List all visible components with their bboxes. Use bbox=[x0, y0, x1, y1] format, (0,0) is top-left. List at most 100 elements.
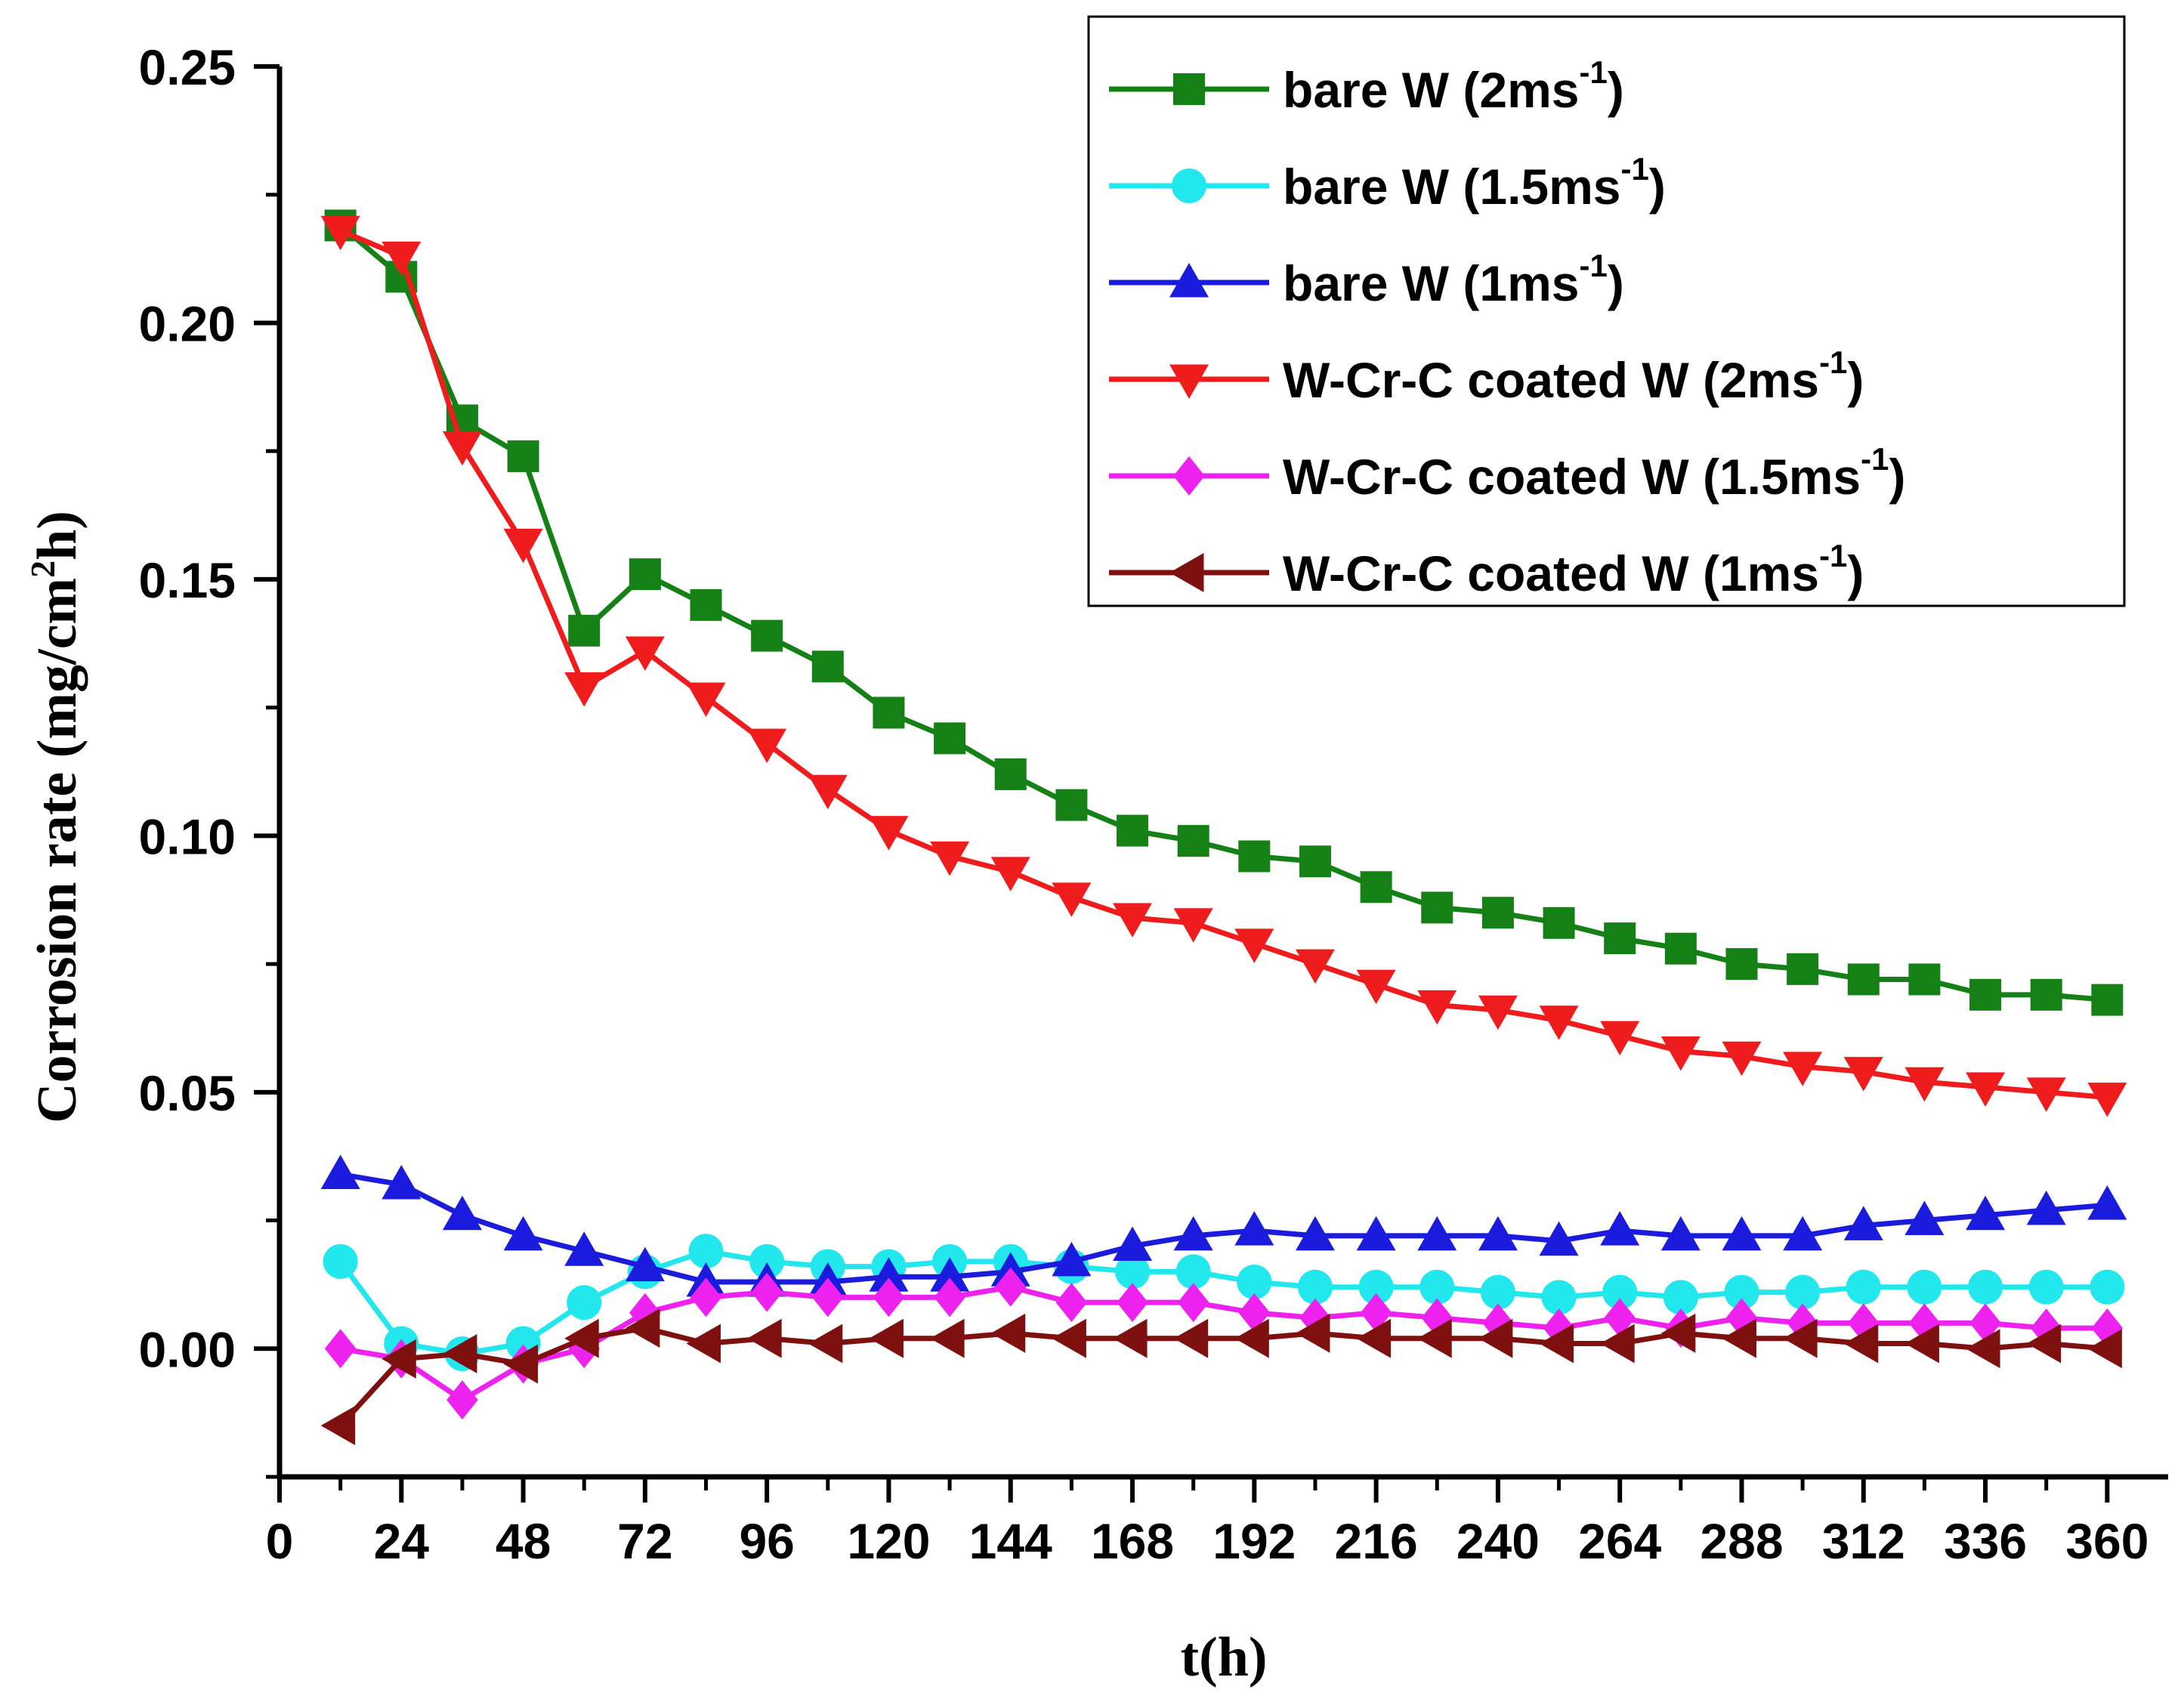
data-point bbox=[1843, 1206, 1883, 1240]
data-point bbox=[2091, 984, 2124, 1016]
x-tick-label: 168 bbox=[1091, 1513, 1174, 1569]
y-axis-title-end: h) bbox=[26, 511, 88, 561]
data-point bbox=[747, 728, 787, 764]
y-tick-label: 0.20 bbox=[139, 295, 236, 351]
x-tick-label: 360 bbox=[2065, 1513, 2148, 1569]
data-point bbox=[1299, 845, 1331, 878]
data-point bbox=[1539, 1221, 1579, 1256]
data-point bbox=[1600, 1324, 1635, 1364]
data-point bbox=[994, 1267, 1027, 1307]
data-point bbox=[1604, 922, 1636, 955]
data-point bbox=[747, 1318, 782, 1358]
data-point bbox=[1234, 928, 1274, 963]
data-point bbox=[1543, 907, 1575, 939]
legend-label-end: ) bbox=[1847, 545, 1864, 601]
legend-label-sup: -1 bbox=[1621, 151, 1649, 187]
data-point bbox=[1052, 1318, 1086, 1358]
x-tick-label: 288 bbox=[1700, 1513, 1783, 1569]
legend-entry-5: W-Cr-C coated W (1.5ms-1) bbox=[1109, 441, 1905, 505]
data-point bbox=[2026, 1324, 2062, 1364]
data-point bbox=[1907, 1269, 1942, 1305]
legend: bare W (2ms-1) bare W (1.5ms-1) bare W (1m… bbox=[1087, 15, 2126, 607]
legend-marker bbox=[1173, 456, 1205, 496]
data-point bbox=[869, 1318, 904, 1358]
data-point bbox=[323, 1243, 358, 1279]
data-point bbox=[382, 1165, 422, 1200]
data-point bbox=[1722, 1215, 1762, 1251]
data-point bbox=[1539, 1324, 1574, 1364]
y-tick-label: 0.10 bbox=[139, 808, 236, 864]
legend-entry-1: bare W (2ms-1) bbox=[1109, 54, 1624, 118]
data-point bbox=[749, 1243, 785, 1279]
data-point bbox=[686, 1324, 721, 1364]
data-point bbox=[688, 1234, 724, 1269]
data-point bbox=[1234, 1211, 1274, 1246]
legend-label-main: bare W (1.5ms bbox=[1283, 159, 1621, 215]
data-point bbox=[2030, 1308, 2062, 1348]
data-point bbox=[930, 842, 970, 876]
data-point bbox=[690, 1277, 722, 1317]
data-point bbox=[1417, 1318, 1452, 1358]
data-point bbox=[1173, 1215, 1213, 1251]
x-tick-label: 120 bbox=[847, 1513, 930, 1569]
data-point bbox=[1787, 953, 1819, 985]
data-point bbox=[629, 558, 661, 591]
data-point bbox=[2087, 1329, 2122, 1369]
data-point bbox=[930, 1257, 970, 1292]
data-point bbox=[1968, 1269, 2003, 1305]
data-point bbox=[1113, 903, 1153, 937]
legend-entry-4: W-Cr-C coated W (2ms-1) bbox=[1109, 344, 1864, 408]
data-point bbox=[446, 1380, 478, 1420]
y-axis-title-main: Corrosion rate (mg/cm bbox=[26, 578, 88, 1123]
data-point bbox=[2028, 1269, 2064, 1305]
data-point bbox=[1846, 1269, 1881, 1305]
legend-marker bbox=[1169, 364, 1209, 399]
data-point bbox=[1541, 1280, 1577, 1315]
data-point bbox=[690, 588, 722, 621]
data-point bbox=[751, 619, 783, 652]
data-point bbox=[808, 774, 848, 810]
data-point bbox=[1724, 1274, 1759, 1310]
data-point bbox=[567, 1285, 602, 1320]
data-point bbox=[1904, 1324, 1939, 1364]
data-point bbox=[1356, 1318, 1392, 1358]
y-tick-label: 0.05 bbox=[139, 1065, 236, 1121]
legend-label-end: ) bbox=[1649, 159, 1666, 215]
data-point bbox=[1177, 825, 1209, 857]
data-point bbox=[507, 440, 539, 472]
data-point bbox=[869, 1257, 909, 1292]
y-tick-label: 0.00 bbox=[139, 1321, 236, 1377]
data-point bbox=[930, 1318, 965, 1358]
data-point bbox=[1725, 948, 1758, 981]
series-4 bbox=[320, 215, 2127, 1117]
legend-label-main: bare W (1ms bbox=[1283, 255, 1579, 311]
series-line bbox=[338, 1325, 2108, 1428]
data-point bbox=[1604, 1298, 1636, 1338]
data-point bbox=[1843, 1324, 1879, 1364]
data-point bbox=[1600, 1021, 1640, 1056]
x-tick-label: 24 bbox=[374, 1513, 430, 1569]
data-point bbox=[568, 614, 601, 647]
series-6 bbox=[320, 1308, 2122, 1446]
legend-entry-2: bare W (1.5ms-1) bbox=[1109, 151, 1666, 215]
data-point bbox=[934, 722, 966, 755]
legend-entry-3: bare W (1ms-1) bbox=[1109, 248, 1624, 311]
series-1 bbox=[324, 209, 2124, 1016]
data-point bbox=[320, 1154, 360, 1189]
data-point bbox=[2030, 978, 2062, 1011]
data-point bbox=[629, 1293, 661, 1333]
data-point bbox=[2026, 1190, 2066, 1225]
x-tick-label: 240 bbox=[1457, 1513, 1540, 1569]
data-point bbox=[1234, 1318, 1269, 1358]
data-point bbox=[1969, 1303, 2001, 1343]
data-point bbox=[1660, 1036, 1701, 1071]
data-point bbox=[1966, 1195, 2006, 1231]
data-point bbox=[1295, 1215, 1335, 1251]
data-point bbox=[1664, 932, 1697, 965]
data-point bbox=[1783, 1052, 1823, 1086]
data-point bbox=[1908, 963, 1941, 996]
data-point bbox=[382, 241, 422, 276]
x-tick-label: 192 bbox=[1212, 1513, 1296, 1569]
legend-marker bbox=[1169, 263, 1209, 298]
data-point bbox=[1660, 1215, 1701, 1251]
